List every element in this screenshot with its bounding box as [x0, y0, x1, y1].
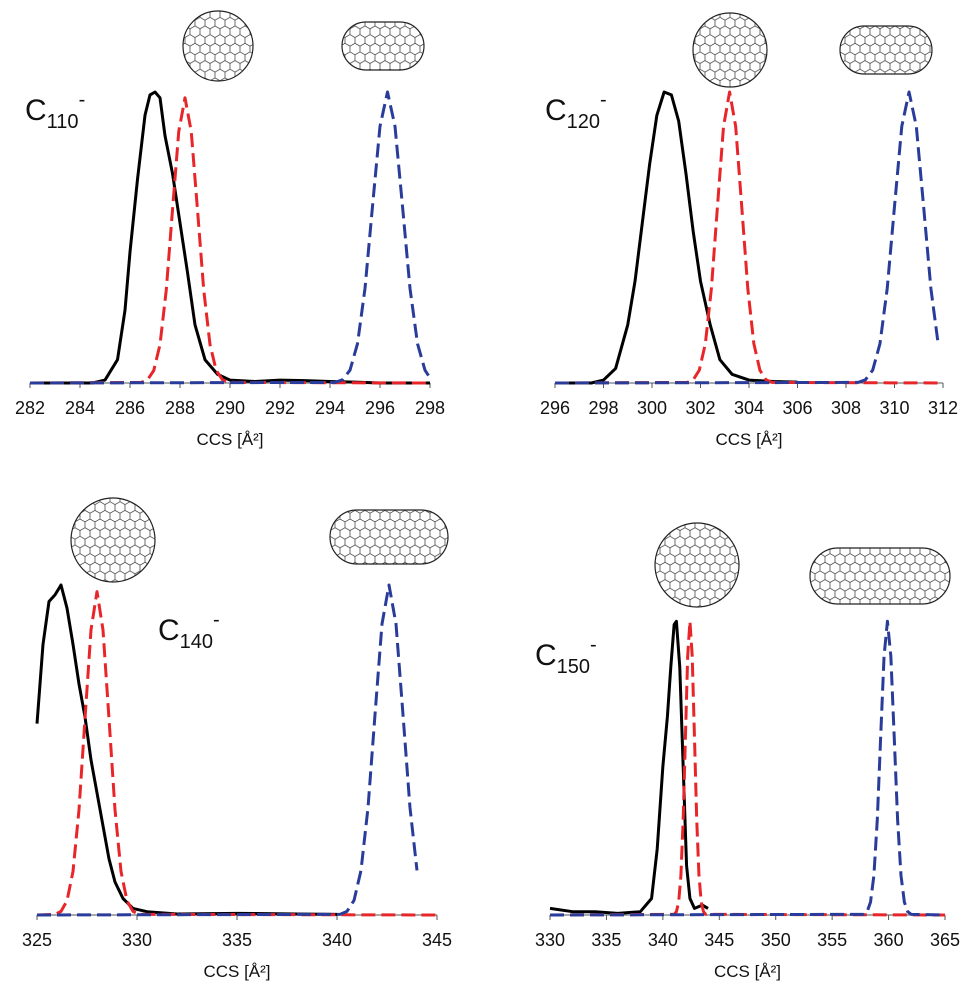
- sphere-icon: [692, 12, 768, 88]
- x-tick-label: 296: [365, 398, 395, 418]
- x-tick-label: 302: [685, 398, 715, 418]
- panel-label: C150-: [535, 634, 597, 678]
- x-tick-label: 306: [782, 398, 812, 418]
- x-tick-label: 298: [588, 398, 618, 418]
- series-line: [36, 590, 438, 917]
- molecule-icons: [70, 10, 951, 608]
- chart-panel: 325 330 335 340 345 CCS [Å²] C140-: [22, 583, 452, 981]
- x-tick-label: 294: [315, 398, 345, 418]
- x-tick-label: 288: [165, 398, 195, 418]
- x-tick-label: 310: [879, 398, 909, 418]
- series-line: [554, 90, 940, 385]
- x-tick-label: 325: [22, 930, 52, 950]
- x-tick-label: 296: [540, 398, 570, 418]
- label-superscript: -: [590, 634, 597, 656]
- label-superscript: -: [79, 89, 86, 111]
- x-axis-label: CCS [Å²]: [714, 962, 781, 981]
- label-subscript: 140: [180, 631, 213, 653]
- panel-label: C120-: [545, 89, 607, 133]
- series-line: [30, 90, 430, 385]
- tube-icon: [329, 509, 449, 565]
- label-base: C: [545, 94, 567, 127]
- tube-icon: [809, 547, 951, 605]
- x-tick-label: 345: [704, 930, 734, 950]
- x-tick-label: 340: [322, 930, 352, 950]
- sphere-icon: [182, 10, 254, 82]
- tube-icon: [839, 25, 933, 75]
- x-tick-label: 298: [415, 398, 445, 418]
- series-line: [29, 96, 431, 385]
- x-tick-label: 312: [928, 398, 958, 418]
- sphere-icon: [70, 497, 156, 583]
- x-tick-label: 290: [215, 398, 245, 418]
- label-superscript: -: [213, 609, 220, 631]
- tube-icon: [341, 21, 425, 71]
- series-line: [36, 583, 419, 917]
- x-tick-label: 286: [115, 398, 145, 418]
- x-tick-label: 304: [734, 398, 764, 418]
- x-axis-label: CCS [Å²]: [196, 430, 263, 449]
- x-tick-label: 282: [15, 398, 45, 418]
- x-tick-label: 350: [761, 930, 791, 950]
- label-base: C: [25, 94, 47, 127]
- chart-panel: 296 298 300 302 304 306 308 310 312 CCS [Å²] C120-: [540, 89, 958, 449]
- x-tick-label: 284: [65, 398, 95, 418]
- x-axis-label: CCS [Å²]: [715, 430, 782, 449]
- x-tick-label: 330: [122, 930, 152, 950]
- x-tick-label: 360: [874, 930, 904, 950]
- x-tick-label: 345: [422, 930, 452, 950]
- label-subscript: 110: [47, 111, 79, 133]
- label-base: C: [535, 639, 557, 672]
- series-line: [555, 90, 798, 385]
- x-tick-label: 365: [930, 930, 960, 950]
- x-axis-label: CCS [Å²]: [203, 962, 270, 981]
- x-tick-label: 335: [222, 930, 252, 950]
- series-line: [549, 619, 946, 917]
- chart-panel: 330 335 340 345 350 355 360 365 CCS [Å²] C150-: [535, 619, 960, 981]
- x-tick-label: 335: [591, 930, 621, 950]
- x-tick-label: 300: [637, 398, 667, 418]
- x-tick-label: 355: [817, 930, 847, 950]
- label-base: C: [158, 614, 180, 647]
- series-line: [554, 90, 944, 385]
- x-tick-label: 308: [831, 398, 861, 418]
- label-superscript: -: [600, 89, 607, 111]
- label-subscript: 150: [557, 656, 590, 678]
- panel-label: C140-: [158, 609, 220, 653]
- sphere-icon: [654, 522, 740, 608]
- x-tick-label: 340: [648, 930, 678, 950]
- label-subscript: 120: [567, 111, 600, 133]
- x-tick-label: 330: [535, 930, 565, 950]
- series-line: [29, 90, 432, 385]
- x-tick-label: 292: [265, 398, 295, 418]
- panel-label: C110-: [25, 89, 85, 133]
- chart-panel: 282 284 286 288 290 292 294 296 298 CCS [Å²] C110-: [15, 89, 445, 449]
- series-line: [549, 619, 946, 917]
